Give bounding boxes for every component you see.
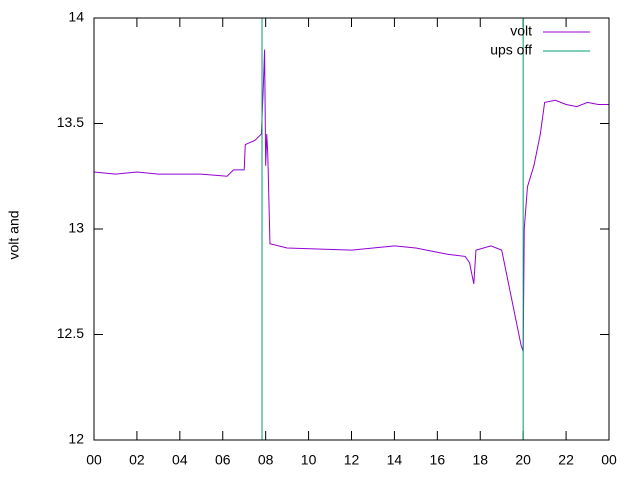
y-axis-label: volt and (6, 210, 22, 259)
x-tick-label: 14 (387, 452, 403, 468)
x-tick-label: 08 (258, 452, 274, 468)
x-tick-label: 22 (558, 452, 574, 468)
y-tick-label: 13.5 (57, 114, 84, 130)
x-tick-label: 04 (172, 452, 188, 468)
x-tick-label: 00 (86, 452, 102, 468)
x-tick-label: 02 (129, 452, 145, 468)
x-tick-label: 12 (344, 452, 360, 468)
series-line (93, 49, 609, 352)
x-tick-label: 18 (472, 452, 488, 468)
y-tick-label: 13 (68, 220, 84, 236)
legend-label: volt (510, 23, 532, 39)
x-tick-label: 20 (515, 452, 531, 468)
series-line (261, 18, 524, 440)
x-tick-label: 00 (601, 452, 617, 468)
y-tick-label: 12.5 (57, 325, 84, 341)
legend-label: ups off (490, 42, 532, 58)
x-tick-label: 16 (430, 452, 446, 468)
y-tick-label: 14 (68, 9, 84, 25)
x-tick-label: 10 (301, 452, 317, 468)
x-tick-label: 06 (215, 452, 231, 468)
plot-border (93, 17, 610, 441)
y-tick-label: 12 (68, 431, 84, 447)
